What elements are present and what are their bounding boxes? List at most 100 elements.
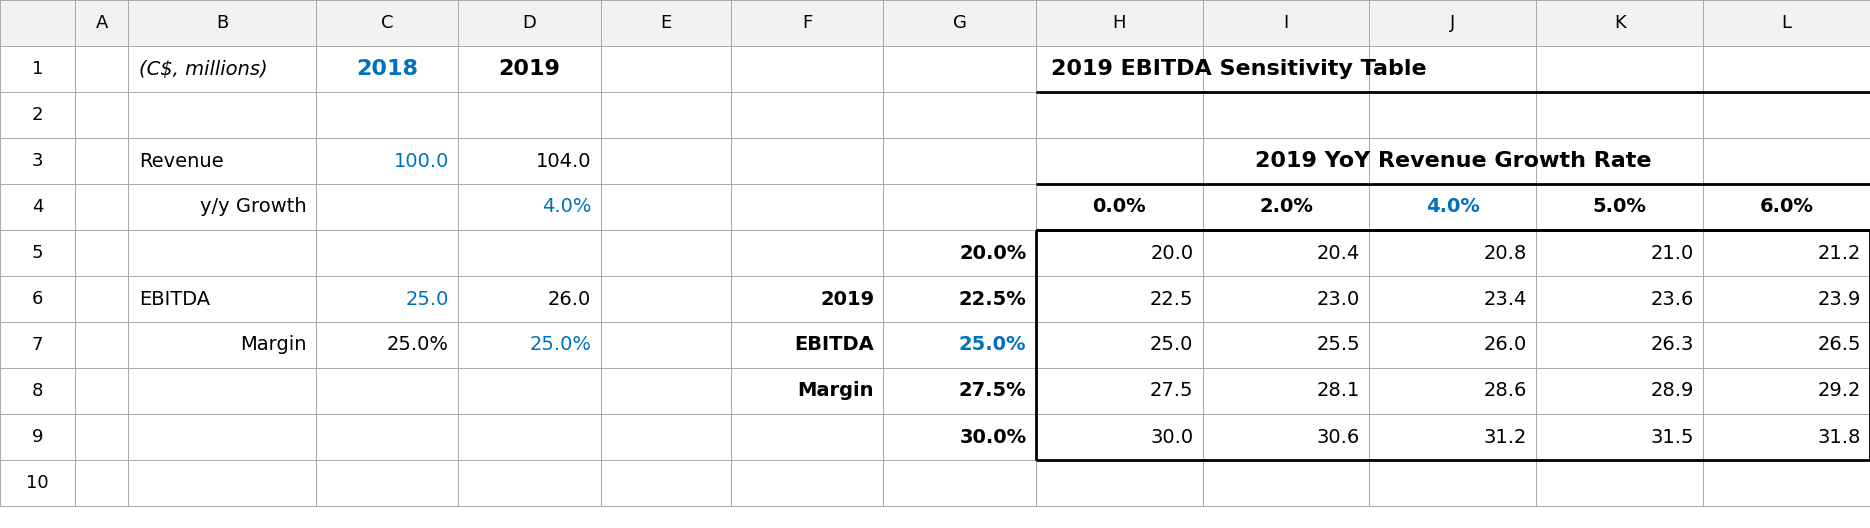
Text: 23.4: 23.4 xyxy=(1483,289,1528,308)
Text: 25.0%: 25.0% xyxy=(959,335,1027,354)
Text: A: A xyxy=(95,14,108,32)
Bar xyxy=(731,92,883,138)
Bar xyxy=(458,322,600,368)
Bar xyxy=(0,138,75,184)
Bar xyxy=(127,184,316,230)
Text: 22.5: 22.5 xyxy=(1150,289,1193,308)
Bar xyxy=(883,460,1036,506)
Text: 4: 4 xyxy=(32,198,43,216)
Bar xyxy=(600,414,731,460)
Bar xyxy=(458,0,600,46)
Bar xyxy=(883,368,1036,414)
Text: 3: 3 xyxy=(32,152,43,170)
Bar xyxy=(1704,0,1870,46)
Bar xyxy=(316,276,458,322)
Bar xyxy=(1369,322,1537,368)
Bar xyxy=(731,414,883,460)
Text: 2019: 2019 xyxy=(821,289,873,308)
Text: 29.2: 29.2 xyxy=(1818,382,1861,401)
Bar xyxy=(1369,0,1537,46)
Bar xyxy=(1704,92,1870,138)
Bar xyxy=(316,322,458,368)
Text: 25.0%: 25.0% xyxy=(387,335,449,354)
Bar xyxy=(731,184,883,230)
Bar xyxy=(458,276,600,322)
Text: 31.2: 31.2 xyxy=(1483,428,1528,447)
Text: 6.0%: 6.0% xyxy=(1760,197,1814,216)
Bar xyxy=(1202,276,1369,322)
Text: L: L xyxy=(1782,14,1791,32)
Bar xyxy=(1036,322,1202,368)
Text: 4.0%: 4.0% xyxy=(542,197,591,216)
Text: 104.0: 104.0 xyxy=(537,152,591,171)
Text: 4.0%: 4.0% xyxy=(1427,197,1479,216)
Bar xyxy=(1369,46,1537,92)
Text: 27.5%: 27.5% xyxy=(959,382,1027,401)
Text: 21.0: 21.0 xyxy=(1651,243,1694,262)
Bar xyxy=(458,414,600,460)
Bar xyxy=(458,460,600,506)
Text: E: E xyxy=(660,14,671,32)
Bar xyxy=(1036,230,1202,276)
Bar xyxy=(127,138,316,184)
Bar xyxy=(1704,322,1870,368)
Text: 9: 9 xyxy=(32,428,43,446)
Text: 26.3: 26.3 xyxy=(1651,335,1694,354)
Bar xyxy=(1036,184,1202,230)
Text: H: H xyxy=(1113,14,1126,32)
Bar xyxy=(1369,184,1537,230)
Bar xyxy=(883,414,1036,460)
Text: 2018: 2018 xyxy=(357,59,419,79)
Text: Revenue: Revenue xyxy=(138,152,224,171)
Bar xyxy=(127,322,316,368)
Text: G: G xyxy=(952,14,967,32)
Text: 27.5: 27.5 xyxy=(1150,382,1193,401)
Bar xyxy=(600,230,731,276)
Bar xyxy=(1369,276,1537,322)
Bar xyxy=(1036,0,1202,46)
Bar xyxy=(1036,368,1202,414)
Text: 25.0: 25.0 xyxy=(406,289,449,308)
Bar xyxy=(1704,368,1870,414)
Bar xyxy=(0,46,75,92)
Bar xyxy=(731,368,883,414)
Text: 30.0%: 30.0% xyxy=(959,428,1027,447)
Text: 7: 7 xyxy=(32,336,43,354)
Text: 5: 5 xyxy=(32,244,43,262)
Text: 100.0: 100.0 xyxy=(395,152,449,171)
Text: y/y Growth: y/y Growth xyxy=(200,197,307,216)
Bar xyxy=(1369,138,1537,184)
Bar xyxy=(600,138,731,184)
Bar xyxy=(75,0,127,46)
Bar xyxy=(1036,92,1202,138)
Bar xyxy=(75,230,127,276)
Text: 31.5: 31.5 xyxy=(1651,428,1694,447)
Text: K: K xyxy=(1614,14,1625,32)
Text: D: D xyxy=(522,14,537,32)
Bar xyxy=(316,460,458,506)
Bar xyxy=(731,322,883,368)
Bar xyxy=(883,230,1036,276)
Bar xyxy=(600,92,731,138)
Text: C: C xyxy=(381,14,393,32)
Text: 2: 2 xyxy=(32,106,43,124)
Bar xyxy=(1202,230,1369,276)
Bar xyxy=(0,368,75,414)
Text: B: B xyxy=(215,14,228,32)
Text: 25.5: 25.5 xyxy=(1316,335,1359,354)
Bar xyxy=(127,230,316,276)
Bar xyxy=(1537,46,1704,92)
Bar xyxy=(0,276,75,322)
Bar xyxy=(1537,0,1704,46)
Bar xyxy=(316,92,458,138)
Bar xyxy=(1704,230,1870,276)
Bar xyxy=(1537,368,1704,414)
Text: 25.0%: 25.0% xyxy=(529,335,591,354)
Bar xyxy=(1369,460,1537,506)
Text: 20.0: 20.0 xyxy=(1150,243,1193,262)
Text: 5.0%: 5.0% xyxy=(1593,197,1647,216)
Text: 20.4: 20.4 xyxy=(1316,243,1359,262)
Bar xyxy=(1036,276,1202,322)
Bar xyxy=(600,322,731,368)
Text: 26.0: 26.0 xyxy=(1483,335,1528,354)
